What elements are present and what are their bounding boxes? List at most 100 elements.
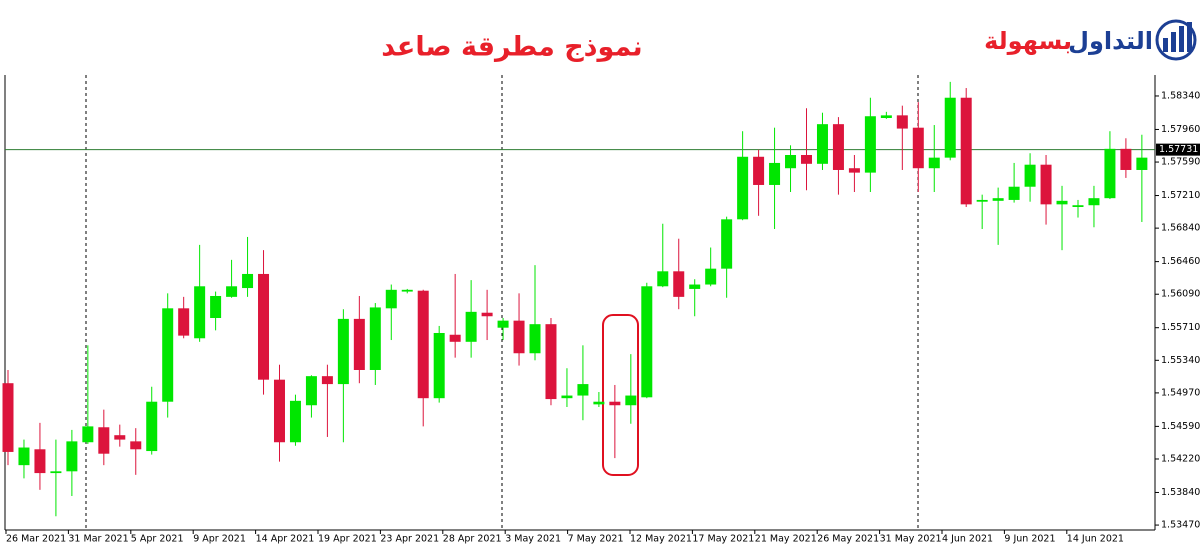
candle-body (34, 449, 46, 474)
y-tick-label: 1.54220 (1161, 453, 1200, 464)
candle-body (625, 395, 637, 406)
candle-body (449, 334, 461, 342)
candle-body (353, 318, 365, 370)
candle-body (481, 312, 493, 317)
candle-body (1056, 200, 1068, 205)
logo-bar (1171, 32, 1176, 52)
candle-body (673, 271, 685, 297)
candle-body (497, 320, 509, 328)
candle-body (1136, 157, 1148, 170)
y-tick-label: 1.58340 (1161, 90, 1200, 101)
candle-body (226, 286, 238, 297)
x-tick-label: 31 May 2021 (880, 534, 942, 545)
candle-body (801, 155, 812, 164)
candle-body (513, 320, 525, 354)
candle-body (2, 383, 14, 452)
candle-body (1088, 198, 1100, 206)
x-tick-label: 9 Apr 2021 (193, 534, 246, 545)
candle-body (401, 289, 413, 292)
candle-body (242, 273, 254, 289)
candle-body (369, 307, 381, 370)
candle-body (785, 155, 797, 169)
x-tick-label: 19 Apr 2021 (318, 534, 377, 545)
candle-body (816, 124, 828, 164)
x-tick-label: 26 Mar 2021 (6, 534, 66, 545)
x-tick-label: 3 May 2021 (505, 534, 561, 545)
candle-body (609, 401, 621, 406)
candle-body (321, 376, 333, 385)
candle-body (928, 157, 940, 169)
candle-body (529, 324, 541, 354)
logo-ring (1155, 19, 1197, 61)
candle-body (657, 271, 669, 287)
candle-body (960, 97, 972, 205)
price-label: 1.57731 (1159, 144, 1198, 155)
candle-body (545, 324, 557, 400)
candle-body (98, 427, 110, 454)
candle-body (737, 156, 749, 220)
x-tick-label: 28 Apr 2021 (443, 534, 502, 545)
candle-body (848, 168, 860, 173)
y-tick-label: 1.55710 (1161, 322, 1200, 333)
candle-body (1120, 148, 1132, 170)
y-tick-label: 1.54970 (1161, 387, 1200, 398)
candle-body (210, 295, 222, 319)
logo-bar (1163, 38, 1168, 52)
logo: التداول بسهولة (984, 19, 1197, 61)
candle-body (721, 219, 733, 269)
candle-body (641, 286, 653, 398)
logo-text: بسهولة (984, 27, 1072, 55)
logo-text: التداول (1068, 27, 1153, 55)
x-tick-label: 14 Apr 2021 (256, 534, 315, 545)
candle-body (705, 268, 717, 285)
candle-body (305, 376, 317, 406)
candle-body (593, 401, 605, 405)
x-tick-label: 12 May 2021 (630, 534, 692, 545)
candle-body (896, 115, 908, 129)
x-tick-label: 23 Apr 2021 (380, 534, 439, 545)
candle-body (337, 318, 349, 385)
x-tick-label: 14 Jun 2021 (1067, 534, 1124, 545)
y-tick-label: 1.56840 (1161, 223, 1200, 234)
y-tick-label: 1.57210 (1161, 190, 1200, 201)
x-tick-label: 21 May 2021 (755, 534, 817, 545)
y-tick-label: 1.55340 (1161, 355, 1200, 366)
candle-body (146, 401, 158, 452)
candle-body (465, 311, 477, 342)
candle-body (162, 308, 174, 402)
candle-body (417, 290, 429, 399)
y-tick-label: 1.53470 (1161, 520, 1200, 531)
candle-body (273, 379, 285, 443)
candle-body (1040, 164, 1052, 205)
candle-body (577, 384, 589, 396)
candle-body (864, 116, 876, 173)
candle-body (130, 441, 142, 450)
x-tick-label: 26 May 2021 (817, 534, 879, 545)
x-tick-label: 31 Mar 2021 (68, 534, 128, 545)
candle-body (258, 273, 270, 380)
candle-body (50, 471, 62, 474)
x-tick-label: 5 Apr 2021 (131, 534, 184, 545)
candle-body (433, 332, 445, 399)
candle-body (18, 447, 30, 466)
candle-body (1008, 186, 1020, 200)
candle-body (992, 198, 1004, 201)
candle-body (912, 127, 924, 169)
logo-bar (1179, 26, 1184, 52)
y-tick-label: 1.57960 (1161, 124, 1200, 135)
x-tick-label: 7 May 2021 (568, 534, 624, 545)
y-tick-label: 1.56090 (1161, 289, 1200, 300)
x-tick-label: 4 Jun 2021 (942, 534, 993, 545)
candle-body (194, 286, 206, 339)
candle-body (944, 97, 956, 158)
logo-bar (1187, 22, 1192, 52)
highlight-box (602, 314, 639, 476)
candle-body (82, 426, 94, 443)
candle-body (66, 441, 78, 472)
candle-body (976, 199, 988, 202)
candle-body (769, 162, 781, 185)
candle-body (114, 435, 126, 440)
candle-body (1104, 148, 1116, 199)
x-tick-label: 9 Jun 2021 (1004, 534, 1055, 545)
